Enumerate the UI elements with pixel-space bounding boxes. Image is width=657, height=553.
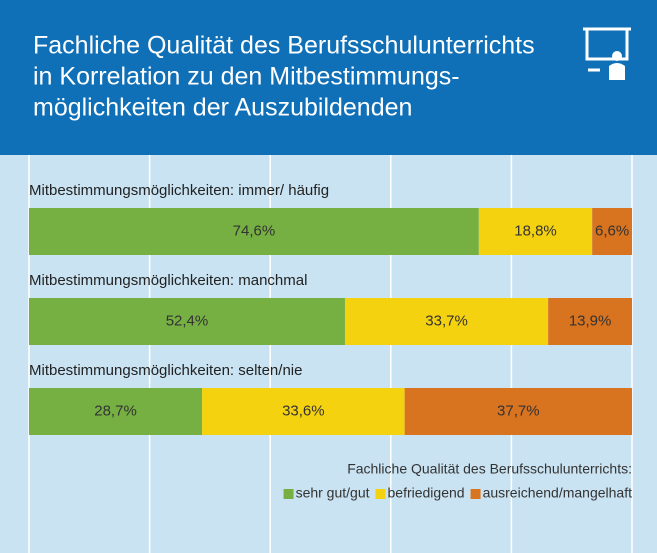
- legend-swatch: [375, 489, 386, 499]
- chart-title: Fachliche Qualität des Berufsschulunterr…: [33, 32, 535, 60]
- value-label: 6,6%: [595, 222, 629, 239]
- legend-title: Fachliche Qualität des Berufsschulunterr…: [347, 461, 632, 477]
- bar-segment: [404, 388, 632, 435]
- legend-label: sehr gut/gut: [296, 485, 370, 501]
- value-label: 52,4%: [166, 312, 209, 329]
- value-label: 33,6%: [282, 402, 325, 419]
- presenter-icon: [583, 27, 631, 80]
- category-label: Mitbestimmungsmöglichkeiten: manchmal: [29, 272, 307, 289]
- bar-segment: [202, 388, 405, 435]
- bar-segment: [478, 208, 593, 255]
- legend-swatch: [283, 489, 294, 499]
- bar-segment: [592, 208, 632, 255]
- header: [0, 0, 657, 155]
- value-label: 13,9%: [569, 312, 612, 329]
- chart-title: möglichkeiten der Auszubildenden: [33, 94, 412, 122]
- value-label: 28,7%: [94, 402, 137, 419]
- bar-segment: [29, 208, 479, 255]
- bar-segment: [29, 298, 345, 345]
- bar-segment: [344, 298, 549, 345]
- chart-title: in Korrelation zu den Mitbestimmungs-: [33, 63, 460, 91]
- value-label: 74,6%: [233, 222, 276, 239]
- bar-segment: [29, 388, 203, 435]
- category-label: Mitbestimmungsmöglichkeiten: immer/ häuf…: [29, 182, 329, 199]
- bar-segment: [548, 298, 632, 345]
- legend-swatch: [470, 489, 481, 499]
- value-label: 37,7%: [497, 402, 540, 419]
- value-label: 33,7%: [425, 312, 468, 329]
- legend-label: ausreichend/mangelhaft: [483, 485, 633, 501]
- category-label: Mitbestimmungsmöglichkeiten: selten/nie: [29, 362, 302, 379]
- legend-label: befriedigend: [388, 485, 465, 501]
- value-label: 18,8%: [514, 222, 557, 239]
